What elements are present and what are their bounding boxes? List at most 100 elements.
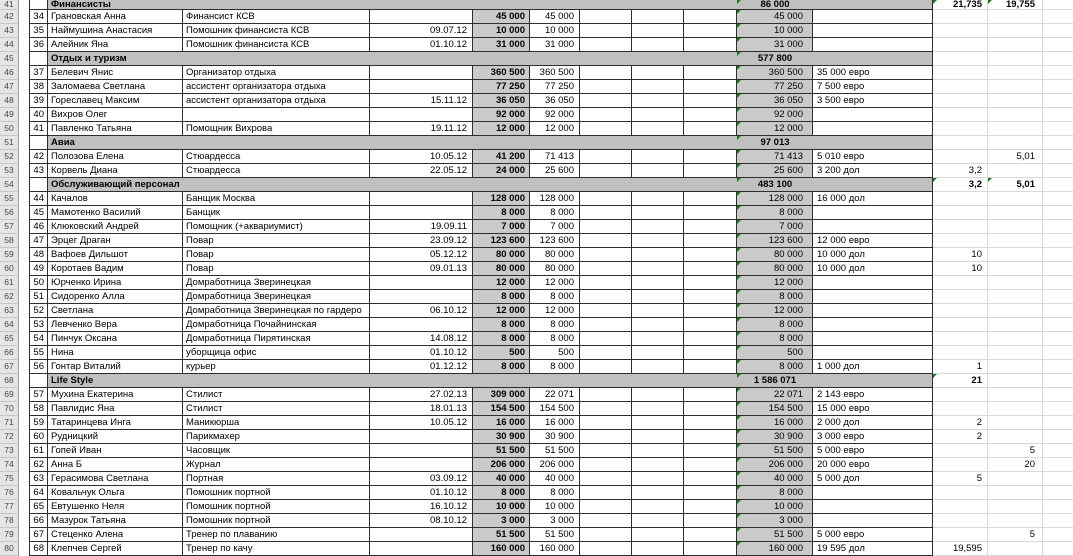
cell-currency[interactable]: [813, 108, 933, 122]
cell-index[interactable]: 35: [29, 24, 48, 38]
cell-salary-plain[interactable]: 8 000: [530, 206, 580, 220]
row-header[interactable]: 72: [0, 430, 19, 444]
cell-empty[interactable]: [580, 150, 632, 164]
cell-salary-shaded[interactable]: 123 600: [473, 234, 530, 248]
cell-empty[interactable]: [684, 108, 737, 122]
cell-eur-thousands[interactable]: 5,01: [988, 150, 1043, 164]
cell-total[interactable]: 92 000: [737, 108, 813, 122]
row-header[interactable]: 54: [0, 178, 19, 192]
cell-eur-thousands[interactable]: [988, 290, 1043, 304]
cell-date[interactable]: [370, 430, 473, 444]
cell-blank-right[interactable]: [1043, 108, 1073, 122]
cell-empty[interactable]: [580, 108, 632, 122]
cell-index[interactable]: [29, 0, 48, 10]
cell-name[interactable]: Сидоренко Алла: [48, 290, 183, 304]
cell-usd-thousands[interactable]: 10: [933, 262, 988, 276]
cell-eur-thousands[interactable]: [988, 430, 1043, 444]
cell-index[interactable]: 42: [29, 150, 48, 164]
cell-empty[interactable]: [684, 290, 737, 304]
cell-position[interactable]: Повар: [183, 248, 370, 262]
cell-date[interactable]: 23.09.12: [370, 234, 473, 248]
cell-empty[interactable]: [580, 346, 632, 360]
cell-usd-thousands[interactable]: [933, 318, 988, 332]
cell-eur-thousands[interactable]: [988, 38, 1043, 52]
cell-empty[interactable]: [632, 122, 684, 136]
cell-blank-right[interactable]: [1043, 164, 1073, 178]
cell-position[interactable]: Помошник портной: [183, 514, 370, 528]
cell-name[interactable]: Павлидис Яна: [48, 402, 183, 416]
cell-empty[interactable]: [684, 402, 737, 416]
cell-empty[interactable]: [580, 332, 632, 346]
cell-empty[interactable]: [632, 318, 684, 332]
cell-total[interactable]: 25 600: [737, 164, 813, 178]
cell-salary-plain[interactable]: 25 600: [530, 164, 580, 178]
row-header[interactable]: 78: [0, 514, 19, 528]
cell-index[interactable]: [29, 374, 48, 388]
cell-position[interactable]: [183, 108, 370, 122]
cell-position[interactable]: Стилист: [183, 388, 370, 402]
cell-name[interactable]: Заломаева Светлана: [48, 80, 183, 94]
cell-empty[interactable]: [684, 80, 737, 94]
cell-eur-thousands[interactable]: 5: [988, 444, 1043, 458]
cell-empty[interactable]: [684, 360, 737, 374]
cell-empty[interactable]: [580, 402, 632, 416]
row-header[interactable]: 63: [0, 304, 19, 318]
cell-empty[interactable]: [684, 234, 737, 248]
cell-empty[interactable]: [632, 192, 684, 206]
cell-position[interactable]: Помошник финансиста КСВ: [183, 38, 370, 52]
cell-salary-plain[interactable]: 92 000: [530, 108, 580, 122]
cell-eur-thousands[interactable]: [988, 486, 1043, 500]
cell-salary-plain[interactable]: 7 000: [530, 220, 580, 234]
cell-blank-right[interactable]: [1043, 486, 1073, 500]
cell-salary-plain[interactable]: 128 000: [530, 192, 580, 206]
cell-salary-shaded[interactable]: 160 000: [473, 542, 530, 556]
cell-date[interactable]: 01.10.12: [370, 346, 473, 360]
cell-currency[interactable]: 3 200 дол: [813, 164, 933, 178]
cell-blank-right[interactable]: [1043, 290, 1073, 304]
cell-index[interactable]: 47: [29, 234, 48, 248]
cell-blank-right[interactable]: [1043, 262, 1073, 276]
cell-salary-plain[interactable]: 80 000: [530, 262, 580, 276]
cell-salary-plain[interactable]: 31 000: [530, 38, 580, 52]
cell-usd-thousands[interactable]: [933, 332, 988, 346]
cell-total[interactable]: 30 900: [737, 430, 813, 444]
cell-empty[interactable]: [632, 262, 684, 276]
cell-empty[interactable]: [684, 38, 737, 52]
cell-empty[interactable]: [632, 220, 684, 234]
cell-index[interactable]: 68: [29, 542, 48, 556]
cell-index[interactable]: 38: [29, 80, 48, 94]
row-header[interactable]: 59: [0, 248, 19, 262]
cell-usd-thousands[interactable]: [933, 528, 988, 542]
cell-salary-plain[interactable]: 8 000: [530, 318, 580, 332]
cell-total[interactable]: 12 000: [737, 304, 813, 318]
cell-name[interactable]: Грановская Анна: [48, 10, 183, 24]
cell-salary-plain[interactable]: 154 500: [530, 402, 580, 416]
cell-blank-right[interactable]: [1043, 122, 1073, 136]
cell-eur-thousands[interactable]: [988, 542, 1043, 556]
row-header[interactable]: 43: [0, 24, 19, 38]
cell-eur-thousands[interactable]: [988, 402, 1043, 416]
cell-name[interactable]: Корвель Диана: [48, 164, 183, 178]
cell-empty[interactable]: [684, 304, 737, 318]
cell-name[interactable]: Герасимова Светлана: [48, 472, 183, 486]
cell-date[interactable]: [370, 276, 473, 290]
cell-position[interactable]: Часовщик: [183, 444, 370, 458]
row-header[interactable]: 76: [0, 486, 19, 500]
cell-empty[interactable]: [632, 346, 684, 360]
cell-currency[interactable]: 20 000 евро: [813, 458, 933, 472]
cell-total[interactable]: 128 000: [737, 192, 813, 206]
section-band[interactable]: Life Style 1 586 071: [48, 374, 933, 388]
cell-blank-right[interactable]: [1043, 332, 1073, 346]
cell-blank-right[interactable]: [1043, 0, 1073, 10]
cell-total[interactable]: 8 000: [737, 486, 813, 500]
cell-usd-thousands[interactable]: [933, 444, 988, 458]
cell-total[interactable]: 360 500: [737, 66, 813, 80]
row-header[interactable]: 44: [0, 38, 19, 52]
cell-currency[interactable]: 5 010 евро: [813, 150, 933, 164]
cell-index[interactable]: 60: [29, 430, 48, 444]
cell-blank-right[interactable]: [1043, 542, 1073, 556]
cell-empty[interactable]: [632, 108, 684, 122]
cell-salary-plain[interactable]: 8 000: [530, 486, 580, 500]
cell-eur-thousands[interactable]: [988, 52, 1043, 66]
cell-blank-right[interactable]: [1043, 234, 1073, 248]
